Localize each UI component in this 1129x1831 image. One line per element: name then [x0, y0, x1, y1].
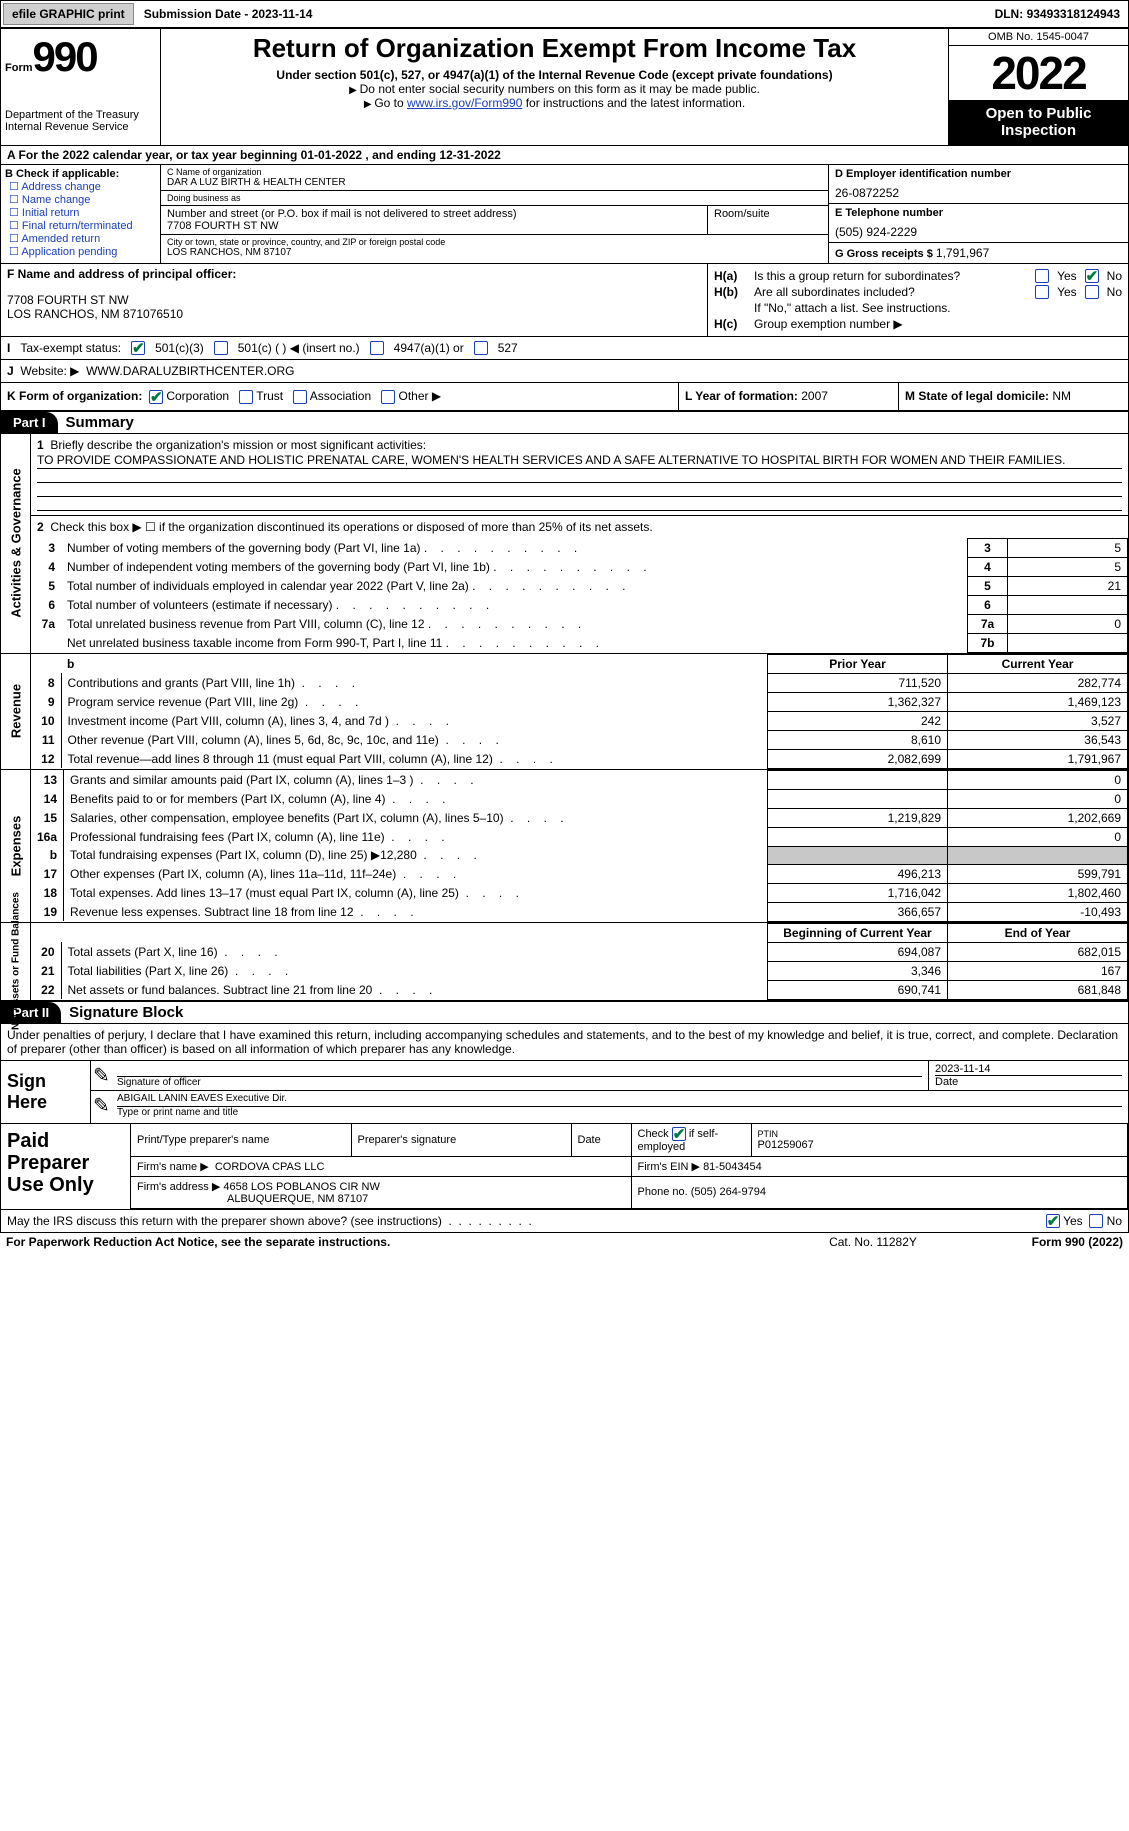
form-subtitle-1: Under section 501(c), 527, or 4947(a)(1)… [165, 68, 944, 82]
cb-self-employed[interactable] [672, 1127, 686, 1141]
vlabel-net-assets: Net Assets or Fund Balances [1, 923, 31, 1000]
row-i-tax-exempt: I Tax-exempt status: 501(c)(3) 501(c) ( … [0, 337, 1129, 360]
row-k-form-org: K Form of organization: Corporation Trus… [1, 383, 678, 410]
cb-4947[interactable] [370, 341, 384, 355]
dba-row: Doing business as [161, 191, 828, 206]
cb-corp[interactable] [149, 390, 163, 404]
h-a-group-return: H(a) Is this a group return for subordin… [714, 269, 1122, 283]
cb-name-change[interactable]: ☐ Name change [5, 193, 156, 206]
dln: DLN: 93493318124943 [987, 4, 1128, 24]
signature-declaration: Under penalties of perjury, I declare th… [0, 1024, 1129, 1060]
form-subtitle-2: Do not enter social security numbers on … [165, 82, 944, 96]
cb-final-return[interactable]: ☐ Final return/terminated [5, 219, 156, 232]
date-label: Date [935, 1076, 1122, 1088]
ein-row: D Employer identification number 26-0872… [829, 165, 1128, 204]
prep-date-label: Date [571, 1124, 631, 1157]
prep-ptin: PTIN P01259067 [751, 1124, 1128, 1157]
form-header: Form990 Department of the Treasury Inter… [0, 28, 1129, 146]
firm-name: Firm's name ▶ CORDOVA CPAS LLC [131, 1156, 631, 1176]
dept-label: Department of the Treasury Internal Reve… [5, 109, 156, 133]
prep-self-employed: Check if self-employed [631, 1124, 751, 1157]
h-b-subordinates: H(b) Are all subordinates included? Yes … [714, 285, 1122, 299]
room-suite: Room/suite [708, 206, 828, 234]
cb-501c3[interactable] [131, 341, 145, 355]
open-to-public: Open to Public Inspection [949, 100, 1128, 145]
h-c-group-exemption: H(c) Group exemption number ▶ [714, 317, 1122, 331]
cb-hb-yes[interactable] [1035, 285, 1049, 299]
row-l-year-formation: L Year of formation: 2007 [678, 383, 898, 410]
telephone-row: E Telephone number (505) 924-2229 [829, 204, 1128, 243]
section-b-check-applicable: B Check if applicable: ☐ Address change … [1, 165, 161, 263]
form-subtitle-3: Go to www.irs.gov/Form990 for instructio… [165, 96, 944, 110]
signature-date: 2023-11-14 [935, 1063, 1122, 1076]
form-number: 990 [33, 33, 97, 80]
type-name-label: Type or print name and title [117, 1107, 1122, 1118]
row-j-website: J Website: ▶ WWW.DARALUZBIRTHCENTER.ORG [0, 360, 1129, 383]
principal-officer: F Name and address of principal officer:… [1, 264, 708, 336]
paid-preparer-block: Paid Preparer Use Only Print/Type prepar… [0, 1124, 1129, 1210]
prep-name-label: Print/Type preparer's name [131, 1124, 351, 1157]
cb-amended-return[interactable]: ☐ Amended return [5, 232, 156, 245]
cb-assoc[interactable] [293, 390, 307, 404]
cb-trust[interactable] [239, 390, 253, 404]
tax-year: 2022 [949, 46, 1128, 100]
h-note: If "No," attach a list. See instructions… [714, 301, 1122, 315]
discuss-row: May the IRS discuss this return with the… [0, 1210, 1129, 1233]
signature-of-officer-label: Signature of officer [117, 1077, 922, 1088]
expenses-table: 13Grants and similar amounts paid (Part … [31, 770, 1128, 922]
prep-sig-label: Preparer's signature [351, 1124, 571, 1157]
vlabel-revenue: Revenue [1, 654, 31, 769]
submission-date: Submission Date - 2023-11-14 [136, 4, 321, 24]
vlabel-activities-governance: Activities & Governance [1, 434, 31, 653]
part-1-header: Part I Summary [0, 411, 1129, 434]
gross-receipts-row: G Gross receipts $ 1,791,967 [829, 243, 1128, 263]
net-assets-table: Beginning of Current YearEnd of Year20To… [31, 923, 1128, 1000]
city-row: City or town, state or province, country… [161, 234, 828, 260]
cb-ha-no[interactable] [1085, 269, 1099, 283]
line-2-discontinued: 2 Check this box ▶ ☐ if the organization… [31, 515, 1128, 538]
firm-phone: Phone no. (505) 264-9794 [631, 1176, 1128, 1208]
top-toolbar: efile GRAPHIC print Submission Date - 20… [0, 0, 1129, 28]
org-name-row: C Name of organization DAR A LUZ BIRTH &… [161, 165, 828, 191]
cb-ha-yes[interactable] [1035, 269, 1049, 283]
revenue-table: bPrior YearCurrent Year8Contributions an… [31, 654, 1128, 769]
cb-other[interactable] [381, 390, 395, 404]
cb-initial-return[interactable]: ☐ Initial return [5, 206, 156, 219]
cb-discuss-yes[interactable] [1046, 1214, 1060, 1228]
irs-link[interactable]: www.irs.gov/Form990 [407, 96, 522, 110]
cb-527[interactable] [474, 341, 488, 355]
omb-number: OMB No. 1545-0047 [949, 29, 1128, 46]
form-label: Form [5, 62, 33, 74]
efile-print-button[interactable]: efile GRAPHIC print [3, 3, 134, 25]
cb-501c[interactable] [214, 341, 228, 355]
governance-table: 3Number of voting members of the governi… [31, 538, 1128, 653]
officer-name: ABIGAIL LANIN EAVES Executive Dir. [117, 1093, 1122, 1107]
cb-application-pending[interactable]: ☐ Application pending [5, 245, 156, 258]
row-m-state-domicile: M State of legal domicile: NM [898, 383, 1128, 410]
part-2-header: Part II Signature Block [0, 1001, 1129, 1024]
cb-discuss-no[interactable] [1089, 1214, 1103, 1228]
pen-icon: ✎ [91, 1061, 111, 1090]
firm-ein: Firm's EIN ▶ 81-5043454 [631, 1156, 1128, 1176]
line-1-mission: 1 Briefly describe the organization's mi… [31, 434, 1128, 515]
page-footer: For Paperwork Reduction Act Notice, see … [0, 1233, 1129, 1251]
street-row: Number and street (or P.O. box if mail i… [161, 206, 708, 234]
firm-address: Firm's address ▶ 4658 LOS POBLANOS CIR N… [131, 1176, 631, 1208]
line-a-calendar-year: A For the 2022 calendar year, or tax yea… [0, 146, 1129, 164]
pen-icon: ✎ [91, 1091, 111, 1120]
sign-here-block: Sign Here ✎ Signature of officer 2023-11… [0, 1060, 1129, 1124]
cb-hb-no[interactable] [1085, 285, 1099, 299]
cb-address-change[interactable]: ☐ Address change [5, 180, 156, 193]
form-title: Return of Organization Exempt From Incom… [165, 33, 944, 64]
